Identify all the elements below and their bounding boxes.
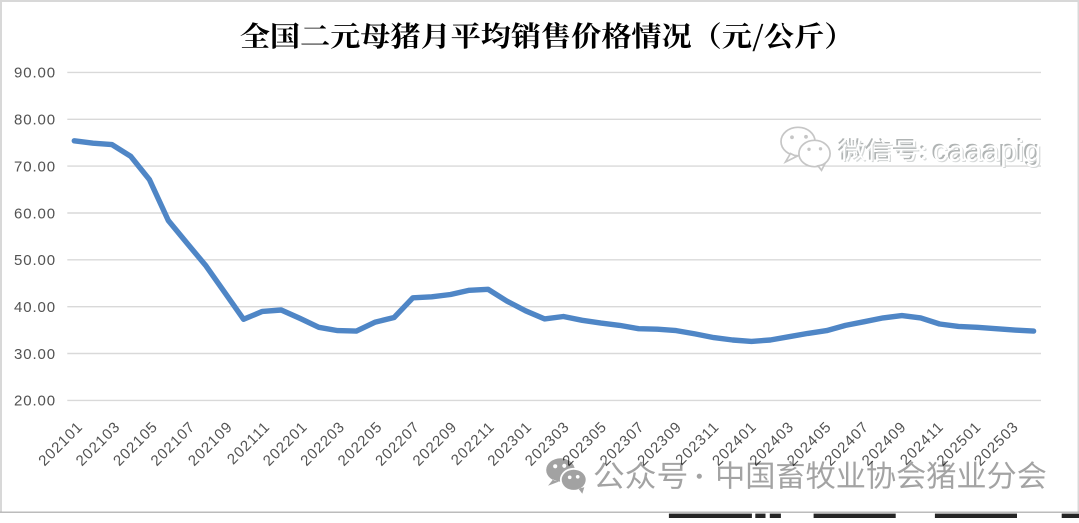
svg-text:80.00: 80.00 [14, 112, 56, 129]
svg-text:50.00: 50.00 [14, 252, 56, 269]
svg-text:70.00: 70.00 [14, 158, 56, 175]
svg-text:40.00: 40.00 [14, 299, 56, 316]
svg-text:caaapig: caaapig [933, 135, 1042, 168]
svg-text:60.00: 60.00 [14, 205, 56, 222]
svg-text:20.00: 20.00 [14, 393, 56, 410]
svg-text:30.00: 30.00 [14, 346, 56, 363]
svg-text:90.00: 90.00 [14, 65, 56, 82]
